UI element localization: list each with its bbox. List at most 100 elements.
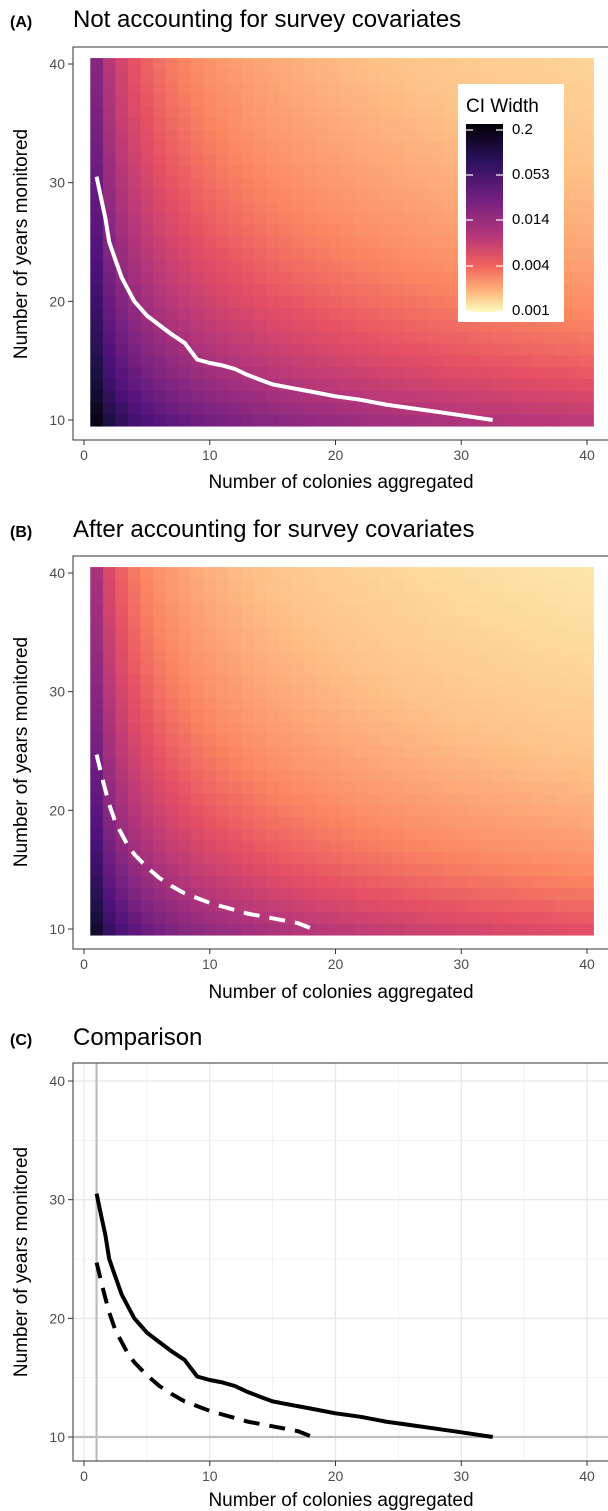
heatmap-cell bbox=[291, 626, 305, 639]
heatmap-cell bbox=[354, 212, 368, 225]
heatmap-cell bbox=[304, 200, 318, 213]
heatmap-cell bbox=[329, 768, 343, 782]
heatmap-cell bbox=[90, 709, 104, 722]
heatmap-cell bbox=[555, 69, 569, 83]
heatmap-cell bbox=[429, 875, 443, 889]
x-tick-label: 10 bbox=[202, 956, 218, 972]
heatmap-cell bbox=[128, 236, 142, 249]
heatmap-cell bbox=[379, 69, 393, 83]
heatmap-cell bbox=[392, 129, 406, 142]
heatmap-cell bbox=[165, 117, 179, 130]
heatmap-cell bbox=[442, 141, 456, 154]
heatmap-cell bbox=[216, 780, 230, 794]
heatmap-cell bbox=[442, 638, 456, 651]
heatmap-cell bbox=[517, 768, 532, 782]
heatmap-cell bbox=[241, 164, 255, 178]
heatmap-cell bbox=[203, 153, 217, 166]
heatmap-cell bbox=[454, 780, 469, 794]
heatmap-cell bbox=[304, 259, 318, 273]
heatmap-cell bbox=[115, 899, 129, 912]
heatmap-cell bbox=[216, 745, 230, 758]
heatmap-cell bbox=[128, 141, 142, 154]
heatmap-cell bbox=[115, 792, 129, 805]
heatmap-cell bbox=[454, 923, 469, 936]
heatmap-cell bbox=[568, 709, 582, 722]
heatmap-cell bbox=[341, 614, 355, 627]
heatmap-cell bbox=[480, 673, 494, 687]
heatmap-cell bbox=[404, 164, 418, 178]
heatmap-cell bbox=[165, 804, 179, 817]
heatmap-cell bbox=[542, 402, 557, 415]
heatmap-cell bbox=[492, 578, 506, 592]
heatmap-cell bbox=[140, 390, 154, 403]
heatmap-cell bbox=[304, 851, 318, 865]
heatmap-cell bbox=[278, 81, 293, 95]
heatmap-cell bbox=[291, 745, 305, 758]
heatmap-cell bbox=[568, 354, 582, 368]
heatmap-cell bbox=[505, 578, 519, 592]
heatmap-cell bbox=[555, 402, 569, 415]
heatmap-cell bbox=[266, 93, 280, 107]
heatmap-cell bbox=[253, 662, 267, 675]
heatmap-cell bbox=[354, 697, 368, 711]
heatmap-cell bbox=[379, 923, 393, 936]
heatmap-cell bbox=[228, 590, 242, 604]
heatmap-cell bbox=[291, 414, 305, 427]
heatmap-cell bbox=[480, 662, 494, 675]
heatmap-cell bbox=[555, 567, 569, 580]
heatmap-cell bbox=[190, 200, 205, 213]
heatmap-cell bbox=[90, 129, 104, 142]
heatmap-cell bbox=[366, 271, 381, 285]
panel-a-frame bbox=[72, 46, 608, 441]
heatmap-cell bbox=[304, 366, 318, 380]
heatmap-cell bbox=[442, 176, 456, 190]
heatmap-cell bbox=[580, 768, 594, 782]
heatmap-cell bbox=[366, 614, 381, 627]
heatmap-cell bbox=[392, 81, 406, 95]
heatmap-cell bbox=[366, 804, 381, 817]
heatmap-cell bbox=[580, 188, 594, 202]
heatmap-cell bbox=[228, 247, 242, 261]
heatmap-cell bbox=[404, 626, 418, 639]
heatmap-cell bbox=[429, 780, 443, 794]
heatmap-cell bbox=[568, 638, 582, 651]
heatmap-cell bbox=[530, 402, 544, 415]
heatmap-cell bbox=[178, 863, 192, 877]
heatmap-cell bbox=[278, 780, 293, 794]
legend-label-3: 0.014 bbox=[512, 211, 550, 228]
heatmap-cell bbox=[580, 792, 594, 805]
heatmap-cell bbox=[115, 378, 129, 391]
heatmap-cell bbox=[90, 153, 104, 166]
heatmap-cell bbox=[90, 402, 104, 415]
heatmap-cell bbox=[304, 69, 318, 83]
heatmap-cell bbox=[354, 745, 368, 758]
heatmap-cell bbox=[568, 81, 582, 95]
heatmap-cell bbox=[278, 414, 293, 427]
heatmap-cell bbox=[115, 247, 129, 261]
heatmap-cell bbox=[329, 685, 343, 699]
heatmap-cell bbox=[115, 212, 129, 225]
heatmap-cell bbox=[555, 851, 569, 865]
heatmap-cell bbox=[178, 626, 192, 639]
heatmap-cell bbox=[178, 236, 192, 249]
heatmap-cell bbox=[404, 295, 418, 308]
heatmap-cell bbox=[492, 721, 506, 734]
heatmap-cell bbox=[165, 247, 179, 261]
heatmap-cell bbox=[228, 93, 242, 107]
heatmap-cell bbox=[316, 378, 330, 391]
heatmap-cell bbox=[442, 188, 456, 202]
heatmap-cell bbox=[253, 153, 267, 166]
heatmap-cell bbox=[291, 319, 305, 332]
heatmap-cell bbox=[492, 331, 506, 344]
panel-a-x-ticks: 0 10 20 30 40 bbox=[80, 440, 595, 463]
heatmap-cell bbox=[241, 733, 255, 746]
heatmap-cell bbox=[266, 354, 280, 368]
heatmap-cell bbox=[203, 804, 217, 817]
heatmap-cell bbox=[442, 366, 456, 380]
heatmap-cell bbox=[517, 745, 532, 758]
heatmap-cell bbox=[454, 390, 469, 403]
heatmap-cell bbox=[216, 626, 230, 639]
heatmap-cell bbox=[467, 697, 481, 711]
heatmap-cell bbox=[165, 200, 179, 213]
heatmap-cell bbox=[291, 153, 305, 166]
